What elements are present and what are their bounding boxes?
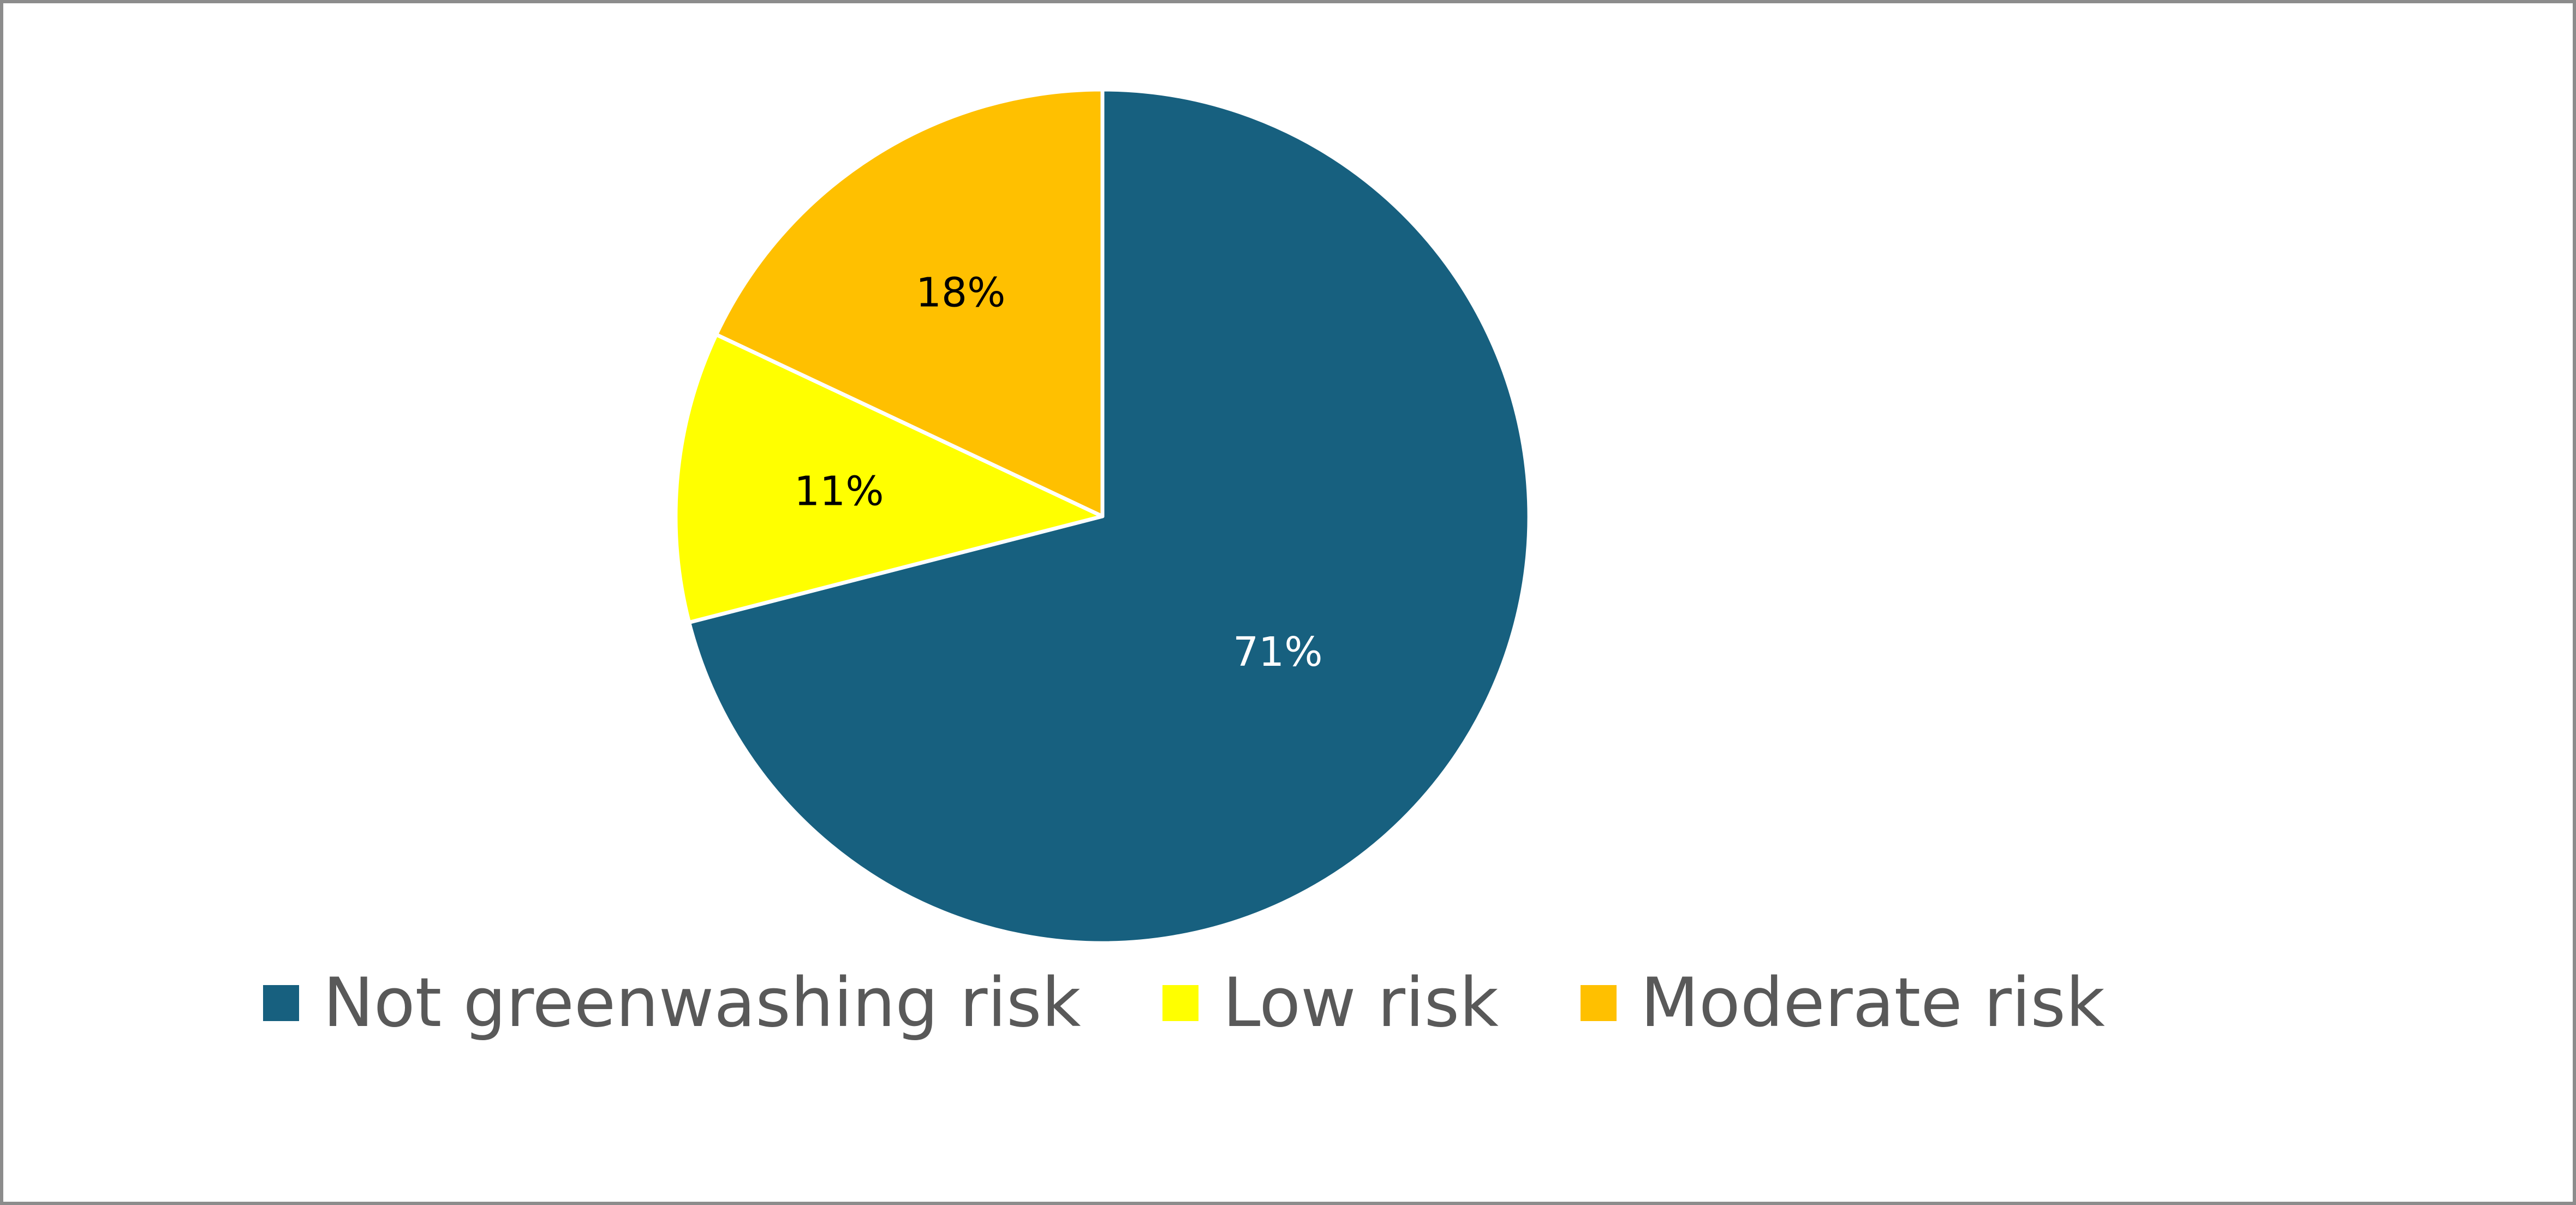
data-label-moderate-risk: 18% [916, 270, 1005, 317]
data-label-low-risk: 11% [794, 468, 884, 515]
chart-legend: Not greenwashing risk Low risk Moderate … [263, 954, 2187, 1052]
legend-label-low-risk: Low risk [1223, 964, 1499, 1042]
data-label-not-greenwashing-risk: 71% [1233, 629, 1322, 676]
legend-label-moderate-risk: Moderate risk [1640, 964, 2105, 1042]
legend-label-not-greenwashing-risk: Not greenwashing risk [323, 964, 1081, 1042]
pie-slice-not-greenwashing-risk [687, 87, 1531, 945]
pie-slice-moderate-risk [714, 87, 1105, 518]
pie-slice-low-risk [673, 332, 1105, 624]
legend-swatch-moderate-risk [1580, 985, 1617, 1021]
legend-item-moderate-risk: Moderate risk [1580, 964, 2105, 1042]
legend-swatch-not-greenwashing-risk [263, 985, 299, 1021]
pie-chart: 71% 11% 18% [673, 87, 1531, 945]
legend-item-not-greenwashing-risk: Not greenwashing risk [263, 969, 1081, 1037]
legend-item-low-risk: Low risk [1162, 964, 1499, 1042]
legend-swatch-low-risk [1162, 985, 1199, 1021]
